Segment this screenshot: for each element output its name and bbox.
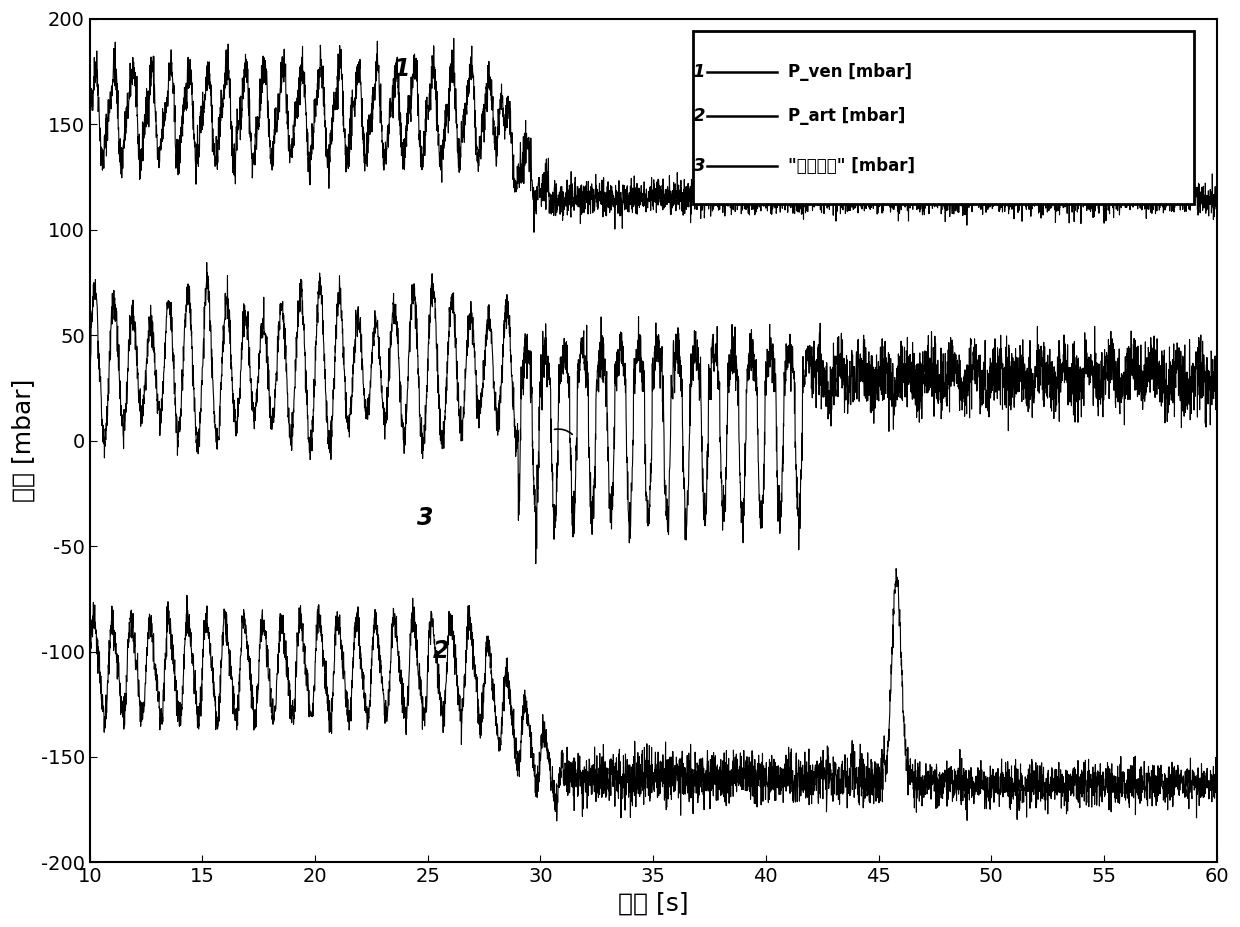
Text: 1: 1 [394, 57, 410, 81]
FancyBboxPatch shape [693, 32, 1194, 204]
Text: 1: 1 [692, 63, 706, 81]
Text: P_ven [mbar]: P_ven [mbar] [789, 63, 913, 81]
Text: 2: 2 [433, 639, 449, 663]
Y-axis label: 压力 [mbar]: 压力 [mbar] [11, 379, 35, 502]
Text: 2: 2 [692, 107, 706, 124]
Text: 3: 3 [692, 158, 706, 175]
X-axis label: 时间 [s]: 时间 [s] [618, 892, 688, 916]
Text: "病人脉搏" [mbar]: "病人脉搏" [mbar] [789, 158, 915, 175]
Text: 3: 3 [417, 506, 433, 530]
Text: P_art [mbar]: P_art [mbar] [789, 107, 905, 124]
